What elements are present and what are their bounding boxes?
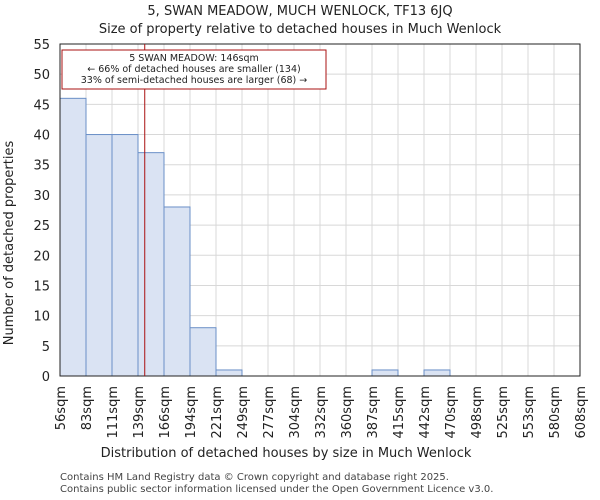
bar-111sqm bbox=[111, 134, 139, 377]
y-tick-label: 20 bbox=[33, 249, 50, 264]
annotation-line-3: 33% of semi-detached houses are larger (… bbox=[81, 75, 308, 86]
bar-166sqm bbox=[163, 206, 191, 377]
y-tick-labels: 0 5 10 15 20 25 30 35 40 45 50 55 bbox=[33, 38, 50, 385]
y-tick-label: 50 bbox=[33, 68, 50, 83]
bar-83sqm bbox=[85, 134, 113, 377]
chart-title: 5, SWAN MEADOW, MUCH WENLOCK, TF13 6JQ bbox=[147, 4, 452, 19]
bar-221sqm bbox=[215, 369, 243, 377]
annotation-frame bbox=[61, 49, 327, 90]
x-tick-label-56sqm: 56sqm bbox=[54, 386, 69, 430]
x-tick-label-553sqm: 553sqm bbox=[522, 386, 537, 439]
bar-442sqm bbox=[423, 369, 451, 377]
x-tick-label-360sqm: 360sqm bbox=[340, 386, 355, 439]
y-tick-label: 35 bbox=[33, 159, 50, 174]
x-tick-label-525sqm: 525sqm bbox=[496, 386, 511, 439]
x-tick-label-166sqm: 166sqm bbox=[158, 386, 173, 439]
chart-subtitle: Size of property relative to detached ho… bbox=[99, 22, 502, 37]
bar-387sqm bbox=[371, 369, 399, 377]
x-tick-label-221sqm: 221sqm bbox=[210, 386, 225, 439]
x-tick-label-139sqm: 139sqm bbox=[132, 386, 147, 439]
x-tick-label-470sqm: 470sqm bbox=[444, 386, 459, 439]
x-tick-label-194sqm: 194sqm bbox=[184, 386, 199, 439]
y-tick-label: 25 bbox=[33, 219, 50, 234]
x-tick-label-111sqm: 111sqm bbox=[106, 386, 121, 439]
bar-56sqm bbox=[59, 97, 87, 377]
plot-frame bbox=[59, 43, 581, 377]
x-tick-label-387sqm: 387sqm bbox=[366, 386, 381, 439]
footer-line-1: Contains HM Land Registry data © Crown c… bbox=[60, 472, 449, 483]
bar-194sqm bbox=[189, 327, 217, 377]
y-axis-label: Number of detached properties bbox=[2, 141, 17, 346]
y-tick-label: 40 bbox=[33, 129, 50, 144]
x-tick-label-304sqm: 304sqm bbox=[288, 386, 303, 439]
x-tick-label-415sqm: 415sqm bbox=[392, 386, 407, 439]
bars bbox=[59, 97, 451, 377]
y-tick-label: 5 bbox=[42, 340, 50, 355]
annotation-box: 5 SWAN MEADOW: 146sqm ← 66% of detached … bbox=[61, 49, 327, 90]
y-tick-label: 45 bbox=[33, 98, 50, 113]
x-tick-label-442sqm: 442sqm bbox=[418, 386, 433, 439]
y-tick-label: 10 bbox=[33, 310, 50, 325]
y-tick-label: 15 bbox=[33, 279, 50, 294]
x-tick-label-580sqm: 580sqm bbox=[548, 386, 563, 439]
x-tick-label-608sqm: 608sqm bbox=[574, 386, 589, 439]
y-tick-label: 55 bbox=[33, 38, 50, 53]
footer-line-2: Contains public sector information licen… bbox=[60, 484, 494, 495]
x-tick-labels: 56sqm 83sqm 111sqm 139sqm 166sqm 194sqm 221sqm… bbox=[54, 386, 589, 439]
bar-139sqm bbox=[137, 152, 165, 377]
annotation-line-1: 5 SWAN MEADOW: 146sqm bbox=[129, 53, 259, 64]
x-tick-label-83sqm: 83sqm bbox=[80, 386, 95, 430]
y-tick-label: 30 bbox=[33, 189, 50, 204]
x-tick-label-249sqm: 249sqm bbox=[236, 386, 251, 439]
y-tick-label: 0 bbox=[42, 370, 50, 385]
x-tick-label-277sqm: 277sqm bbox=[262, 386, 277, 439]
x-tick-label-332sqm: 332sqm bbox=[314, 386, 329, 439]
x-axis-label: Distribution of detached houses by size … bbox=[101, 446, 472, 461]
x-tick-label-498sqm: 498sqm bbox=[470, 386, 485, 439]
annotation-line-2: ← 66% of detached houses are smaller (13… bbox=[87, 64, 300, 75]
